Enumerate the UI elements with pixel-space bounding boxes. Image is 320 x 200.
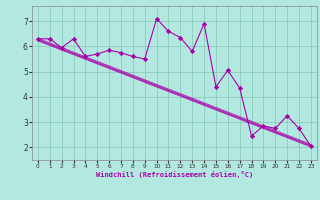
X-axis label: Windchill (Refroidissement éolien,°C): Windchill (Refroidissement éolien,°C)	[96, 171, 253, 178]
